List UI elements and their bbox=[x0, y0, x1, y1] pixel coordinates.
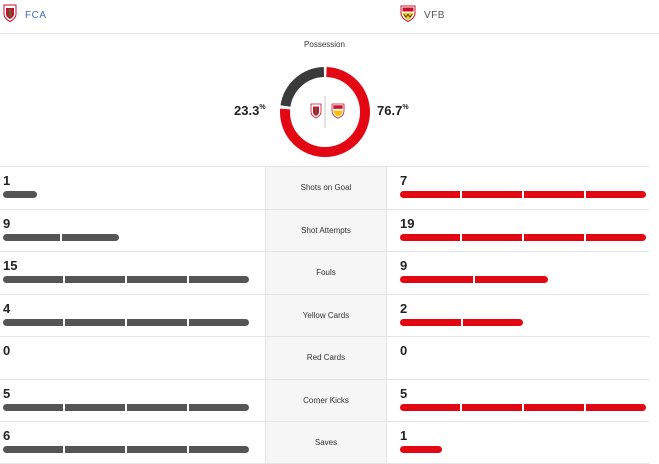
away-stat-value: 7 bbox=[400, 173, 408, 188]
stat-label: Red Cards bbox=[265, 337, 387, 379]
away-stat-bar-segment bbox=[400, 446, 442, 453]
away-team-name[interactable]: VFB bbox=[424, 10, 445, 21]
away-stat-bar bbox=[400, 276, 548, 283]
away-stat-bar-segment bbox=[586, 403, 646, 411]
stat-label: Saves bbox=[265, 422, 387, 463]
away-stat-bar-segment bbox=[586, 191, 646, 198]
away-stat-bar-segment bbox=[462, 318, 523, 326]
home-possession-value: 23.3% bbox=[234, 103, 266, 118]
away-stat-bar-segment bbox=[400, 403, 460, 411]
away-stat-bar-segment bbox=[462, 233, 522, 241]
home-stat-bar bbox=[3, 403, 249, 411]
away-stat-bar-segment bbox=[586, 233, 646, 241]
home-stat-value: 9 bbox=[3, 215, 11, 231]
stat-label: Yellow Cards bbox=[265, 294, 387, 336]
home-stat-bar bbox=[3, 318, 249, 326]
stat-label: Shots on Goal bbox=[265, 167, 387, 209]
home-team-header[interactable]: FCA bbox=[3, 4, 47, 27]
home-stat-value: 5 bbox=[3, 385, 11, 401]
away-stat-value: 19 bbox=[400, 215, 415, 231]
home-stat-bar bbox=[3, 233, 119, 241]
home-stat-value: 15 bbox=[3, 258, 18, 273]
possession-away-ring bbox=[280, 67, 370, 157]
away-stat-value: 9 bbox=[400, 258, 408, 273]
fca-crest-icon bbox=[3, 4, 17, 27]
stat-label: Corner Kicks bbox=[265, 379, 387, 421]
stats-table: 1 Shots on Goal 7 9 Shot Attempts 19 15 Fouls 9 4… bbox=[0, 166, 649, 464]
away-stat-bar-segment bbox=[524, 233, 584, 241]
away-stat-bar-segment bbox=[524, 191, 584, 198]
stat-row: 15 Fouls 9 bbox=[0, 251, 649, 294]
donut-home-crest-icon bbox=[310, 103, 322, 119]
home-stat-bar-segment bbox=[3, 191, 37, 198]
away-stat-bar-segment bbox=[400, 191, 460, 198]
away-stat-bar-segment bbox=[475, 276, 548, 283]
away-possession-value: 76.7% bbox=[377, 103, 409, 118]
home-stat-bar-segment bbox=[3, 403, 63, 411]
home-stat-bar-segment bbox=[3, 233, 60, 241]
stat-row: 6 Saves 1 bbox=[0, 421, 649, 464]
stat-label: Shot Attempts bbox=[265, 209, 387, 251]
home-stat-bar bbox=[3, 446, 249, 453]
away-stat-bar bbox=[400, 191, 646, 198]
donut-away-crest-icon bbox=[331, 103, 345, 119]
home-stat-bar-segment bbox=[127, 446, 187, 453]
stat-row: 4 Yellow Cards 2 bbox=[0, 293, 649, 336]
away-stat-bar bbox=[400, 233, 646, 241]
away-stat-bar bbox=[400, 446, 442, 453]
home-stat-bar-segment bbox=[127, 276, 187, 283]
vfb-crest-icon bbox=[400, 4, 416, 27]
home-stat-bar-segment bbox=[127, 403, 187, 411]
home-stat-bar-segment bbox=[189, 446, 249, 453]
home-stat-bar-segment bbox=[3, 446, 63, 453]
home-stat-value: 6 bbox=[3, 428, 11, 443]
away-stat-bar bbox=[400, 403, 646, 411]
stat-label: Fouls bbox=[265, 252, 387, 294]
home-stat-bar-segment bbox=[65, 276, 125, 283]
possession-title: Possession bbox=[304, 40, 345, 49]
away-stat-bar-segment bbox=[462, 403, 522, 411]
stat-row: 5 Corner Kicks 5 bbox=[0, 378, 649, 421]
away-stat-bar-segment bbox=[400, 276, 473, 283]
away-stat-bar-segment bbox=[400, 318, 461, 326]
home-stat-value: 1 bbox=[3, 173, 11, 188]
home-stat-bar-segment bbox=[189, 318, 249, 326]
away-stat-value: 2 bbox=[400, 300, 408, 316]
stat-row: 0 Red Cards 0 bbox=[0, 336, 649, 379]
away-stat-value: 5 bbox=[400, 385, 408, 401]
away-stat-value: 0 bbox=[400, 343, 408, 358]
home-stat-bar bbox=[3, 276, 249, 283]
home-team-name[interactable]: FCA bbox=[25, 10, 47, 21]
home-stat-bar-segment bbox=[189, 276, 249, 283]
home-stat-value: 0 bbox=[3, 343, 11, 358]
away-stat-bar-segment bbox=[400, 233, 460, 241]
away-stat-bar bbox=[400, 318, 523, 326]
possession-donut bbox=[280, 67, 370, 157]
home-stat-bar-segment bbox=[127, 318, 187, 326]
stat-row: 9 Shot Attempts 19 bbox=[0, 208, 649, 251]
home-stat-bar-segment bbox=[3, 318, 63, 326]
home-stat-value: 4 bbox=[3, 300, 11, 316]
home-stat-bar-segment bbox=[62, 233, 119, 241]
home-stat-bar bbox=[3, 191, 37, 198]
home-stat-bar-segment bbox=[65, 318, 125, 326]
stat-row: 1 Shots on Goal 7 bbox=[0, 166, 649, 209]
away-stat-bar-segment bbox=[524, 403, 584, 411]
away-team-header[interactable]: VFB bbox=[400, 4, 445, 27]
home-stat-bar-segment bbox=[65, 403, 125, 411]
header-divider bbox=[0, 33, 659, 34]
away-stat-value: 1 bbox=[400, 428, 408, 443]
home-stat-bar-segment bbox=[65, 446, 125, 453]
home-stat-bar-segment bbox=[189, 403, 249, 411]
home-stat-bar-segment bbox=[3, 276, 63, 283]
away-stat-bar-segment bbox=[462, 191, 522, 198]
